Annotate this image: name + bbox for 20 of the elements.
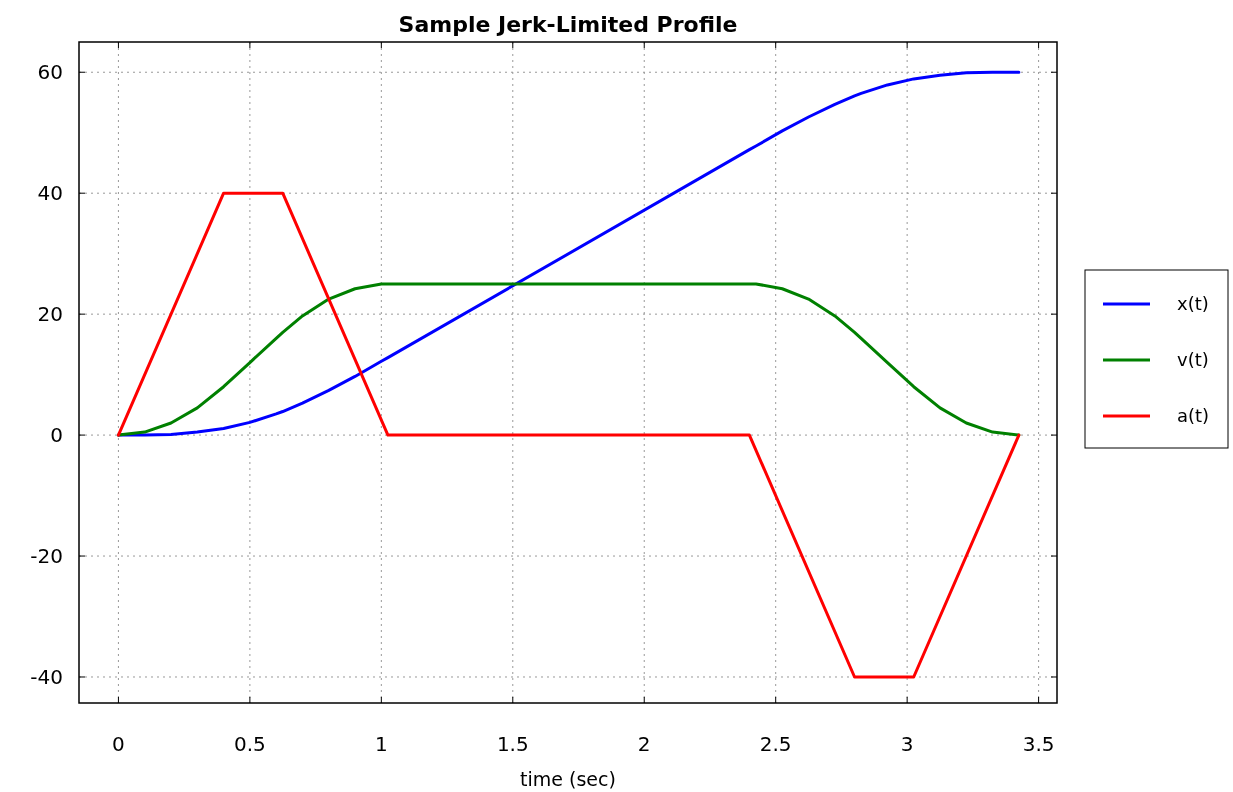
x-tick-label: 2.5 (759, 732, 792, 756)
y-tick-label: 20 (37, 302, 63, 327)
x-tick-label: 3.5 (1022, 732, 1055, 756)
legend-label: v(t) (1177, 349, 1209, 370)
x-tick-label: 3 (900, 732, 914, 756)
y-tick-label: 60 (37, 60, 63, 85)
x-tick-label: 0 (112, 732, 125, 756)
x-tick-label: 0.5 (233, 732, 266, 756)
y-tick-label: -20 (30, 544, 63, 569)
y-tick-label: 40 (37, 181, 63, 206)
x-tick-label: 2 (637, 732, 651, 756)
x-tick-label: 1 (374, 732, 388, 756)
legend-label: x(t) (1177, 293, 1209, 314)
x-axis-title: time (sec) (520, 768, 616, 790)
y-tick-label: 0 (50, 423, 63, 448)
chart-title: Sample Jerk-Limited Profile (398, 12, 738, 37)
x-tick-label: 1.5 (496, 732, 529, 756)
legend-label: a(t) (1177, 405, 1210, 426)
y-tick-label: -40 (30, 665, 63, 689)
line-series (116, 70, 1021, 437)
